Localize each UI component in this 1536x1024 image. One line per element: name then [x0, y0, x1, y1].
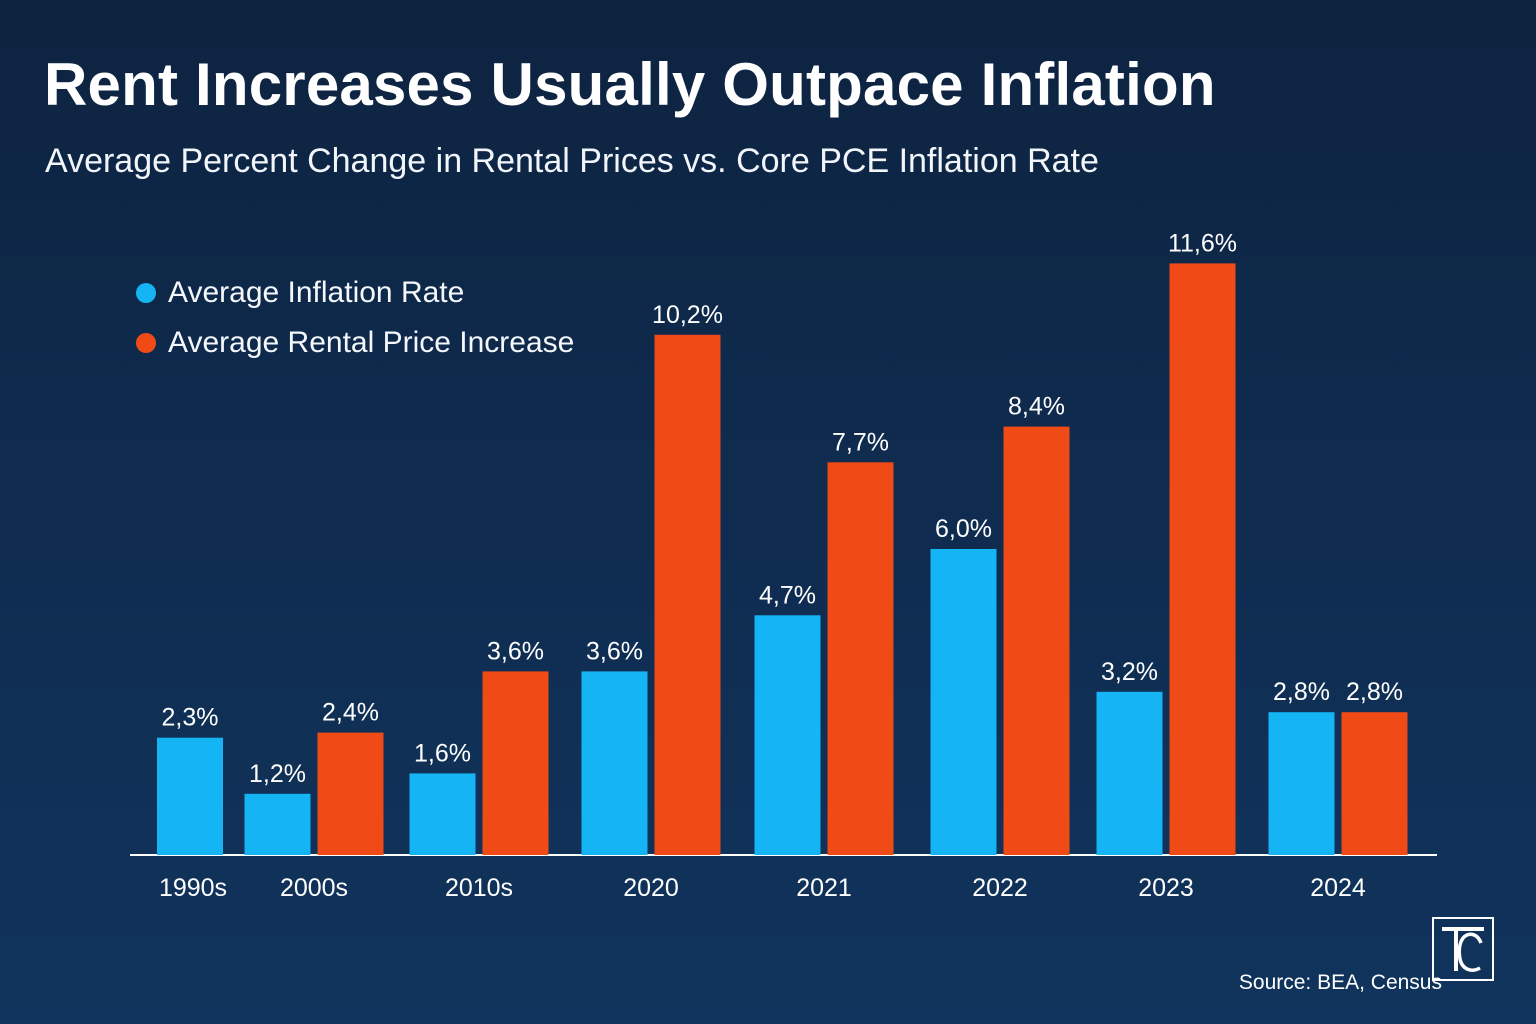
- x-tick-label-2020: 2020: [623, 874, 679, 902]
- inflation-value-label-2023: 3,2%: [1101, 658, 1158, 686]
- chart-title: Rent Increases Usually Outpace Inflation: [44, 51, 1216, 118]
- tc-logo: [1432, 917, 1494, 981]
- rent-value-label-2010s: 3,6%: [487, 637, 544, 665]
- x-tick-label-2000s: 2000s: [280, 874, 348, 902]
- x-tick-label-2023: 2023: [1138, 874, 1194, 902]
- legend-item-rent: Average Rental Price Increase: [136, 318, 574, 368]
- legend: Average Inflation Rate Average Rental Pr…: [136, 268, 574, 368]
- inflation-value-label-2000s: 1,2%: [249, 760, 306, 788]
- inflation-bar-2010s: [409, 773, 476, 855]
- inflation-bar-2021: [754, 615, 821, 855]
- rent-bar-2023: [1169, 263, 1236, 855]
- inflation-bar-2000s: [244, 793, 311, 855]
- inflation-value-label-1990s: 2,3%: [162, 704, 219, 732]
- tc-monogram-icon: [1442, 927, 1484, 972]
- rent-value-label-2024: 2,8%: [1346, 678, 1403, 706]
- x-tick-label-2022: 2022: [972, 874, 1028, 902]
- source-note: Source: BEA, Census: [1238, 971, 1442, 994]
- legend-label-rent: Average Rental Price Increase: [168, 326, 575, 359]
- inflation-bar-1990s: [157, 737, 223, 855]
- rent-value-label-2023: 11,6%: [1168, 229, 1237, 257]
- inflation-bar-2024: [1268, 712, 1335, 855]
- rent-value-label-2020: 10,2%: [652, 301, 723, 329]
- inflation-bar-2020: [581, 671, 648, 855]
- legend-item-inflation: Average Inflation Rate: [136, 268, 574, 318]
- rent-bar-2000s: [317, 732, 384, 855]
- rent-bar-2021: [827, 462, 894, 855]
- inflation-value-label-2024: 2,8%: [1273, 678, 1330, 706]
- x-tick-label-2010s: 2010s: [445, 874, 513, 902]
- x-tick-label-1990s: 1990s: [159, 874, 227, 902]
- inflation-value-label-2021: 4,7%: [759, 581, 816, 609]
- inflation-bar-2023: [1096, 691, 1163, 855]
- x-tick-label-2021: 2021: [796, 874, 852, 902]
- rent-bar-2010s: [482, 671, 549, 855]
- inflation-legend-swatch: [136, 283, 156, 303]
- rent-bar-2022: [1003, 426, 1070, 855]
- inflation-value-label-2022: 6,0%: [935, 515, 992, 543]
- chart-subtitle: Average Percent Change in Rental Prices …: [45, 142, 1099, 180]
- rent-value-label-2022: 8,4%: [1008, 393, 1065, 421]
- rent-bar-2020: [654, 334, 721, 855]
- inflation-value-label-2010s: 1,6%: [414, 739, 471, 767]
- inflation-bar-2022: [930, 549, 997, 855]
- inflation-value-label-2020: 3,6%: [586, 637, 643, 665]
- x-tick-label-2024: 2024: [1310, 874, 1366, 902]
- rent-value-label-2000s: 2,4%: [322, 699, 379, 727]
- rent-bar-2024: [1341, 712, 1408, 855]
- rent-value-label-2021: 7,7%: [832, 428, 889, 456]
- rent-legend-swatch: [136, 333, 156, 353]
- legend-label-inflation: Average Inflation Rate: [168, 276, 465, 309]
